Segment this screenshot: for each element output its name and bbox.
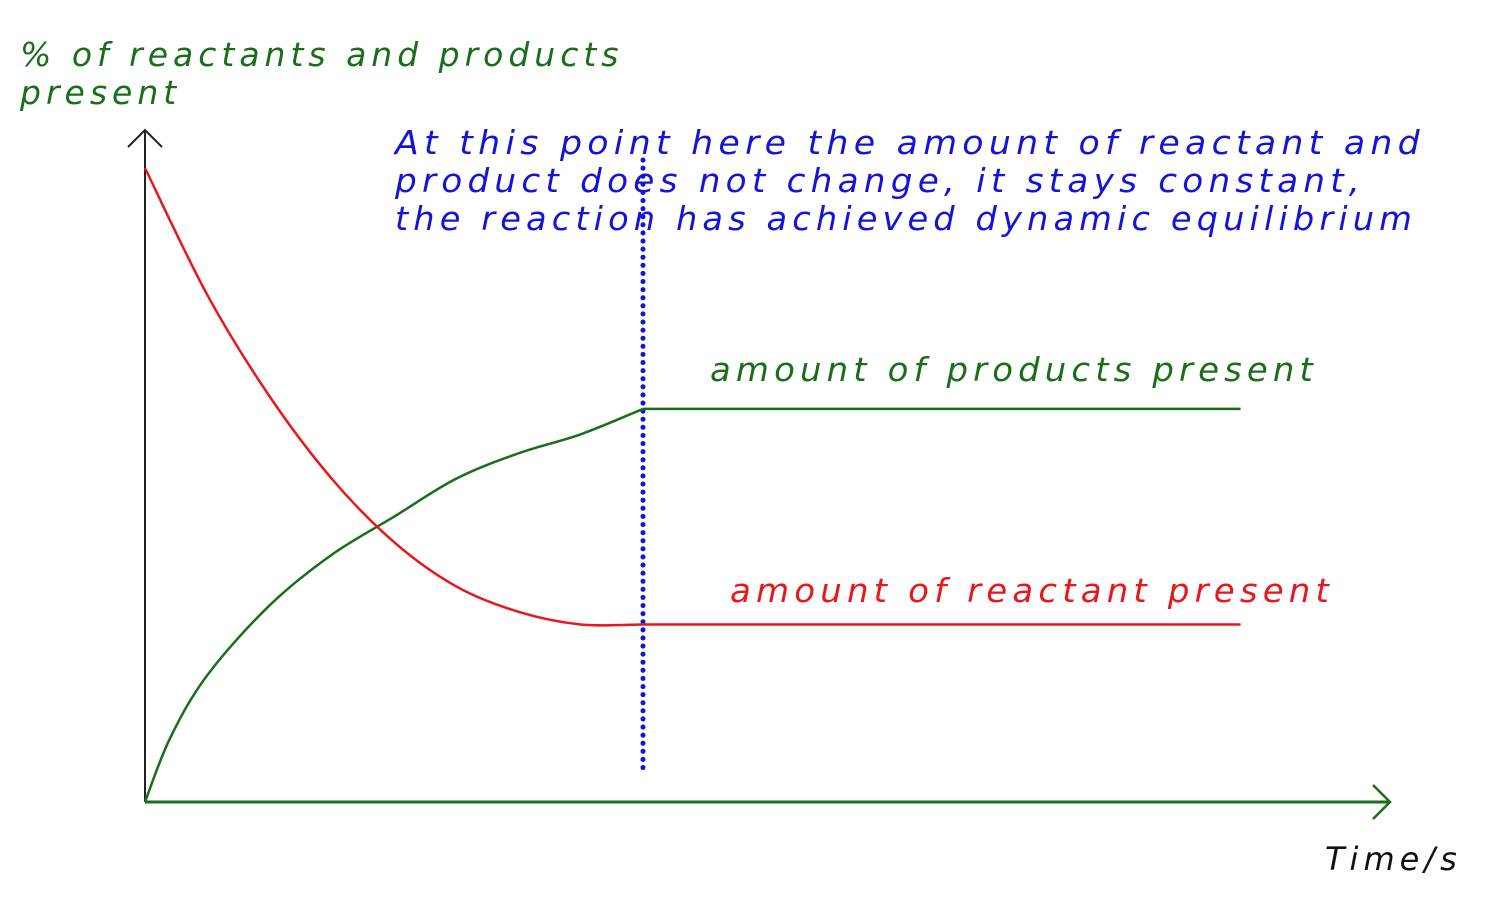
annotation-line-3: the reaction has achieved dynamic equili… [395,199,1417,238]
x-axis-arrowhead [1372,784,1392,820]
products-series-label: amount of products present [710,350,1318,389]
annotation-line-1: At this point here the amount of reactan… [393,123,1425,162]
y-axis-arrowhead [127,128,163,148]
series-curve-reactant [143,167,644,627]
axes [127,128,1392,820]
y-axis-label-line-1: % of reactants and products [20,35,624,74]
series-group [143,167,1241,803]
series-curve-products [143,407,644,803]
reactant-series-label: amount of reactant present [730,571,1334,610]
x-axis-label: Time/s [1325,840,1462,878]
annotation-line-2: product does not change, it stays consta… [394,161,1365,200]
y-axis-label-line-2: present [19,73,181,112]
